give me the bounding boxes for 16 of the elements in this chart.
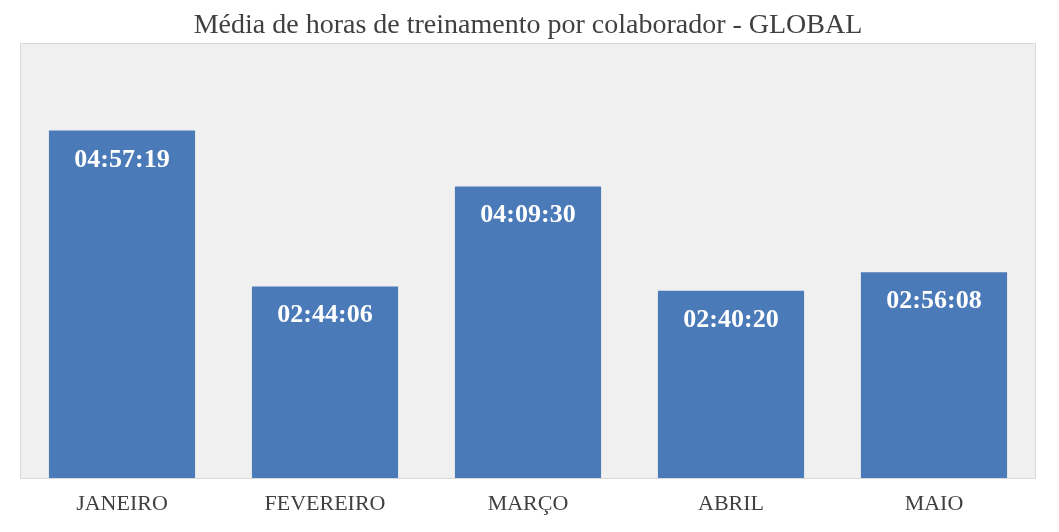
bar (48, 130, 196, 479)
x-tick-label: MARÇO (487, 489, 569, 515)
bar (454, 186, 602, 479)
bar (251, 286, 399, 479)
data-label: 02:44:06 (277, 299, 373, 329)
chart-title: Média de horas de treinamento por colaborador - GLOBAL (193, 7, 863, 39)
bar (657, 290, 805, 479)
data-label: 02:56:08 (886, 285, 982, 315)
x-tick-label: MAIO (904, 489, 964, 515)
bar (860, 272, 1008, 479)
x-tick-label: JANEIRO (76, 489, 168, 515)
x-tick-label: FEVEREIRO (264, 489, 386, 515)
data-label: 02:40:20 (683, 303, 779, 333)
data-label: 04:09:30 (480, 199, 576, 229)
data-label: 04:57:19 (74, 143, 170, 173)
x-tick-label: ABRIL (698, 489, 764, 515)
